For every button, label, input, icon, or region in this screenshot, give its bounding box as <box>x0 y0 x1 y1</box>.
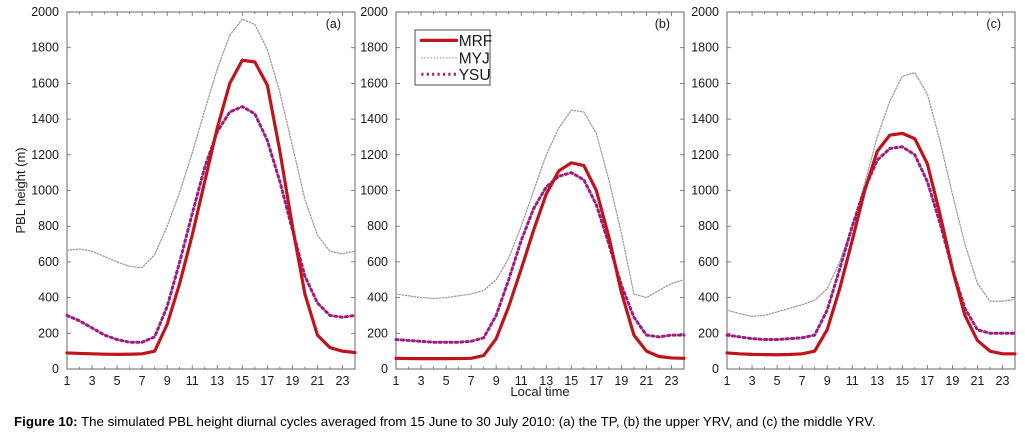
svg-text:1: 1 <box>724 374 731 388</box>
svg-text:7: 7 <box>139 374 146 388</box>
svg-text:0: 0 <box>52 362 59 376</box>
svg-text:1: 1 <box>64 374 71 388</box>
svg-text:17: 17 <box>920 374 934 388</box>
svg-text:5: 5 <box>114 374 121 388</box>
svg-text:600: 600 <box>367 255 388 269</box>
svg-text:(a): (a) <box>326 17 341 31</box>
svg-text:200: 200 <box>367 326 388 340</box>
svg-text:17: 17 <box>589 374 603 388</box>
svg-text:1800: 1800 <box>360 41 388 55</box>
svg-text:9: 9 <box>164 374 171 388</box>
svg-text:15: 15 <box>235 374 249 388</box>
svg-text:Local time: Local time <box>510 384 569 399</box>
svg-text:1000: 1000 <box>360 184 388 198</box>
svg-text:1400: 1400 <box>691 112 719 126</box>
svg-text:7: 7 <box>799 374 806 388</box>
svg-text:5: 5 <box>443 374 450 388</box>
svg-text:3: 3 <box>418 374 425 388</box>
svg-text:1: 1 <box>393 374 400 388</box>
svg-text:5: 5 <box>774 374 781 388</box>
svg-text:1400: 1400 <box>360 112 388 126</box>
svg-text:1600: 1600 <box>360 76 388 90</box>
svg-text:0: 0 <box>712 362 719 376</box>
svg-text:1000: 1000 <box>691 184 719 198</box>
svg-text:1200: 1200 <box>691 148 719 162</box>
svg-text:21: 21 <box>970 374 984 388</box>
svg-text:PBL height (m): PBL height (m) <box>13 147 28 233</box>
svg-text:2000: 2000 <box>31 5 59 19</box>
svg-text:11: 11 <box>846 374 859 388</box>
svg-text:600: 600 <box>698 255 719 269</box>
svg-text:17: 17 <box>260 374 274 388</box>
svg-text:800: 800 <box>38 219 59 233</box>
svg-text:1200: 1200 <box>31 148 59 162</box>
svg-text:1600: 1600 <box>691 76 719 90</box>
svg-text:200: 200 <box>698 326 719 340</box>
svg-text:13: 13 <box>870 374 884 388</box>
svg-text:21: 21 <box>310 374 324 388</box>
svg-text:400: 400 <box>38 291 59 305</box>
svg-text:MYJ: MYJ <box>459 50 490 67</box>
svg-text:23: 23 <box>996 374 1010 388</box>
svg-text:400: 400 <box>698 291 719 305</box>
svg-text:9: 9 <box>824 374 831 388</box>
svg-text:0: 0 <box>381 362 388 376</box>
svg-text:800: 800 <box>698 219 719 233</box>
svg-text:19: 19 <box>285 374 299 388</box>
svg-text:13: 13 <box>210 374 224 388</box>
svg-text:400: 400 <box>367 291 388 305</box>
svg-text:1800: 1800 <box>31 41 59 55</box>
svg-text:1000: 1000 <box>31 184 59 198</box>
svg-text:800: 800 <box>367 219 388 233</box>
svg-text:MRF: MRF <box>459 33 493 50</box>
svg-text:9: 9 <box>493 374 500 388</box>
svg-text:1200: 1200 <box>360 148 388 162</box>
svg-text:600: 600 <box>38 255 59 269</box>
svg-text:(b): (b) <box>655 17 670 31</box>
svg-text:1400: 1400 <box>31 112 59 126</box>
svg-text:7: 7 <box>468 374 475 388</box>
svg-text:1800: 1800 <box>691 41 719 55</box>
svg-text:2000: 2000 <box>360 5 388 19</box>
svg-text:11: 11 <box>186 374 199 388</box>
svg-text:YSU: YSU <box>459 67 491 84</box>
svg-text:19: 19 <box>945 374 959 388</box>
svg-text:3: 3 <box>749 374 756 388</box>
svg-text:19: 19 <box>614 374 628 388</box>
svg-text:2000: 2000 <box>691 5 719 19</box>
svg-text:15: 15 <box>895 374 909 388</box>
svg-text:3: 3 <box>89 374 96 388</box>
svg-text:(c): (c) <box>986 17 1001 31</box>
svg-text:21: 21 <box>639 374 653 388</box>
svg-text:1600: 1600 <box>31 76 59 90</box>
svg-text:200: 200 <box>38 326 59 340</box>
